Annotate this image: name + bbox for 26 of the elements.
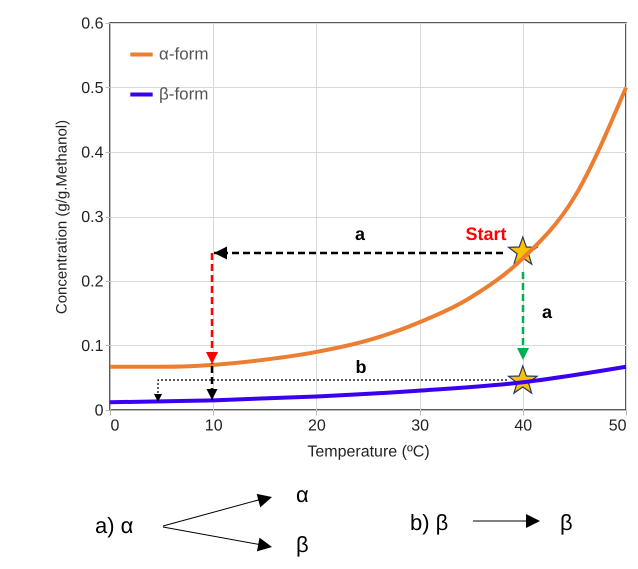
x-tick-label: 30 bbox=[411, 418, 430, 434]
annotation: b bbox=[356, 357, 366, 377]
x-tick-label: 50 bbox=[608, 418, 627, 434]
y-axis-title: Concentration (g/g.Methanol) bbox=[53, 120, 70, 314]
text: b) β bbox=[410, 510, 448, 535]
y-tick-label: 0 bbox=[94, 402, 104, 420]
x-tick-label: 0 bbox=[110, 418, 120, 434]
y-tick-label: 0.1 bbox=[81, 338, 104, 355]
text: a) α bbox=[95, 513, 134, 538]
text: β bbox=[296, 532, 309, 557]
x-tick-label: 20 bbox=[308, 418, 326, 434]
x-axis-title: Temperature (ºC) bbox=[307, 444, 430, 460]
x-tick-label: 10 bbox=[204, 418, 223, 434]
y-tick-label: 0.4 bbox=[81, 144, 104, 162]
legend-label: α-form bbox=[159, 44, 208, 64]
annotation: a bbox=[542, 302, 553, 322]
annotation: Start bbox=[465, 224, 507, 244]
y-tick-label: 0.2 bbox=[81, 274, 104, 290]
x-tick-label: 40 bbox=[514, 418, 532, 434]
text: β bbox=[560, 510, 573, 535]
annotation: a bbox=[354, 224, 366, 244]
y-tick-label: 0.5 bbox=[81, 80, 104, 97]
legend-label: β-form bbox=[159, 84, 208, 104]
y-tick-label: 0.6 bbox=[81, 16, 104, 32]
text: α bbox=[296, 482, 309, 507]
y-tick-label: 0.3 bbox=[81, 209, 104, 226]
